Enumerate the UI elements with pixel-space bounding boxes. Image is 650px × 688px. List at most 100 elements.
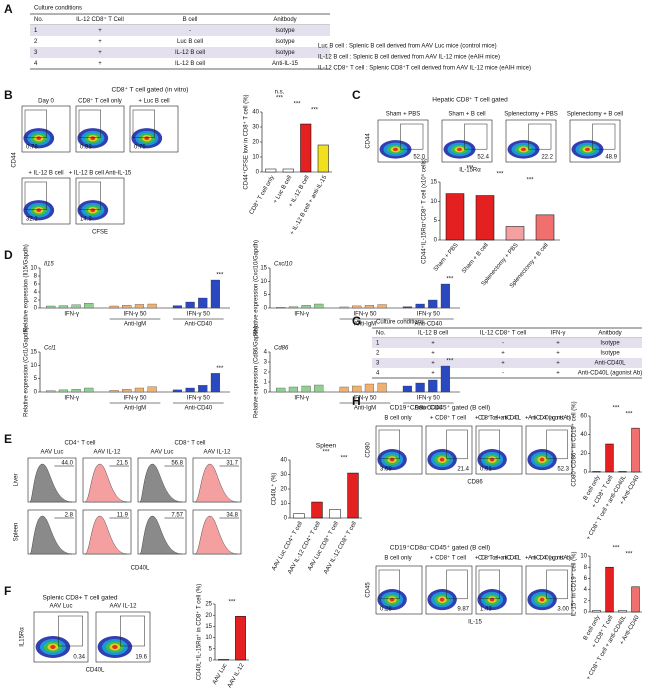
table-cell: 3 [376,361,380,367]
table-cell: 2 [376,351,380,357]
y-tick-label: 8 [584,565,588,571]
gate-value: 9.87 [457,607,469,613]
y-tick-label: 0 [264,306,268,312]
x-axis-label: CFSE [92,230,108,236]
bar [339,306,349,309]
y-tick-label: 0 [264,390,268,396]
bar [314,303,324,309]
bar [58,305,69,309]
group-label: IFN-γ [64,312,79,318]
x-tick-label: AAV IL-12 [227,662,246,688]
y-tick-label: 5 [34,376,38,382]
gate-value: 11.9 [117,513,129,519]
bar [339,386,349,393]
cell-type: CD8⁺ T cell [175,440,206,447]
table-cell: 4 [376,371,380,377]
density [393,147,398,152]
gate-value: 44.0 [61,461,73,467]
bar [631,427,640,473]
table-cell: + [556,341,560,347]
gate [132,109,155,138]
density [389,597,395,602]
gate-value: 0.78 [26,145,38,151]
y-tick-label: 3 [264,360,268,366]
significance: *** [446,277,454,283]
chart-title: Ccl1 [44,346,56,352]
table-cell: + [431,341,435,347]
bar [122,305,132,309]
gate-value: 31.7 [226,461,238,467]
plot-name: + IL-12 B cell Anti-IL-15 [69,171,132,177]
table-caption: Culture conditions [376,320,424,326]
bar [347,472,359,519]
bar [147,386,157,393]
y-tick-label: 0 [434,238,438,244]
table-cell: Anti-CD40L [594,361,626,367]
density [90,208,96,213]
table-cell: + [98,50,102,56]
y-tick-label: 0 [209,658,213,664]
y-tick-label: 4 [584,587,588,593]
gate [446,429,468,460]
y-axis-label: CD44⁺IL-15Rα⁺CD8⁺ T cell (x10⁵ cells) [421,158,428,264]
y-axis-label: CD44⁺CFSE low in CD8⁺ T cell (%) [243,94,250,189]
plot-name: AAV IL-12 [110,604,138,610]
y-tick-label: 10 [30,363,37,369]
table-cell: + [556,351,560,357]
table-cell: Isotype [600,351,620,357]
x-axis-label: IL-15 [468,620,482,626]
significance: *** [340,456,348,462]
column-name: AAV Luc [41,450,64,456]
y-tick-label: 30 [252,125,259,131]
plot-name: B cell only [384,416,411,422]
gate-value: 21.4 [457,467,469,473]
y-tick-label: 20 [280,487,287,493]
y-axis-label: CD44 [12,152,18,168]
bar [293,513,305,519]
note: IL-12 CD8⁺ T cell : Splenic CD8⁺T cell d… [318,65,531,72]
bar [352,385,362,393]
significance: *** [322,450,330,456]
gate [24,181,47,210]
bar [134,387,145,393]
y-axis-label: CD80⁺CD86⁺ in CD19⁺ cell (%) [571,401,578,486]
gate-value: 0.34 [73,655,85,661]
density [539,457,545,462]
bar [475,195,495,241]
gate-value: 22.2 [541,155,553,161]
y-tick-label: 5 [264,292,268,298]
row-name: Spleen [14,523,20,542]
table-cell: Isotype [275,50,295,56]
bar [329,509,341,519]
y-axis-label: Relative expression (Cd86/Gapdh) [254,326,260,418]
table-cell: + [98,61,102,67]
table-cell: IL-12 B cell [175,61,205,67]
group-label: IFN-γ 50 [353,312,377,318]
density [144,136,150,141]
x-tick-label: AAV IL-12 CD8⁺ T cell [322,520,358,575]
x-tick-label: AAV Luc [212,663,229,686]
plot-name: + CD8⁺ T cell + anti-CD40L [475,555,522,562]
chart-title: Cd86 [274,346,289,352]
table-header: IFN-γ [551,331,566,337]
panel-label: H [352,394,361,408]
gate-value: 0.61 [480,467,492,473]
gate-value: 0.83 [80,145,92,151]
significance: *** [311,108,319,114]
density [439,597,445,602]
bar [301,305,311,309]
y-tick-label: 30 [280,472,287,478]
gate-value: 19.6 [135,655,147,661]
x-tick-label: Sham + B cell [461,242,489,274]
gate-value: 32.1 [26,217,38,223]
table-cell: 1 [376,341,380,347]
x-axis-label: CD86 [467,480,483,486]
table-cell: 4 [34,61,38,67]
table-header: Anitbody [273,17,296,23]
gate-value: 21.5 [116,461,128,467]
gate-value: 48.9 [605,155,617,161]
plot-name: CD8⁺ T cell only [78,98,122,105]
bar [505,226,525,241]
bar [631,586,640,613]
